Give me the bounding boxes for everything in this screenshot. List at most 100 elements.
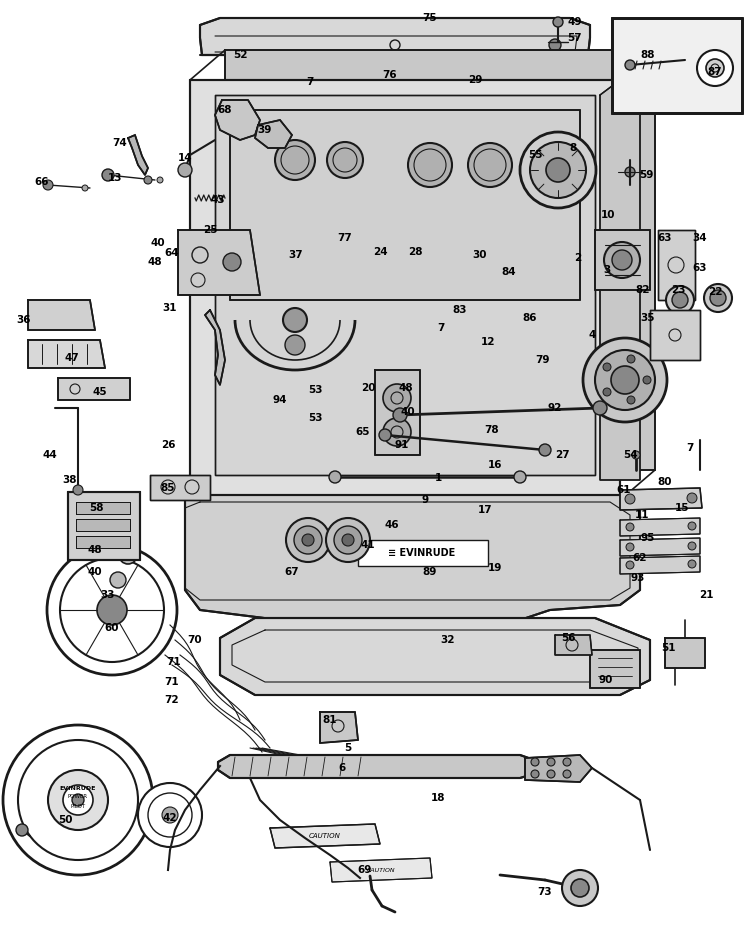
Text: EVINRUDE: EVINRUDE [60, 786, 96, 791]
Text: 40: 40 [400, 407, 416, 417]
Text: 81: 81 [322, 715, 338, 725]
Circle shape [468, 143, 512, 187]
Text: 42: 42 [163, 813, 177, 823]
Polygon shape [68, 492, 140, 560]
Circle shape [662, 322, 678, 338]
Polygon shape [76, 502, 130, 514]
Text: 76: 76 [382, 70, 398, 80]
Polygon shape [220, 618, 650, 695]
Text: 36: 36 [16, 315, 32, 325]
Text: 88: 88 [640, 50, 656, 60]
Text: 44: 44 [43, 450, 57, 460]
Polygon shape [76, 536, 130, 548]
Circle shape [514, 471, 526, 483]
Polygon shape [665, 638, 705, 668]
Circle shape [632, 451, 640, 459]
Circle shape [522, 144, 558, 180]
Text: 63: 63 [658, 233, 672, 243]
Text: 70: 70 [188, 635, 202, 645]
Circle shape [327, 142, 363, 178]
Text: 56: 56 [561, 633, 575, 643]
Text: 85: 85 [160, 483, 176, 493]
Circle shape [110, 572, 126, 588]
Circle shape [562, 870, 598, 906]
Circle shape [612, 250, 632, 270]
Polygon shape [330, 858, 432, 882]
Circle shape [16, 824, 28, 836]
Circle shape [285, 335, 305, 355]
Text: 75: 75 [423, 13, 437, 23]
Polygon shape [320, 712, 358, 743]
Circle shape [326, 518, 370, 562]
Circle shape [672, 292, 688, 308]
Polygon shape [255, 120, 292, 148]
Circle shape [539, 444, 551, 456]
Circle shape [603, 388, 611, 396]
Text: POWER: POWER [68, 794, 88, 799]
Circle shape [102, 169, 114, 181]
Circle shape [162, 807, 178, 823]
Circle shape [547, 758, 555, 766]
Text: 57: 57 [568, 33, 582, 43]
Text: 84: 84 [502, 267, 516, 277]
Text: 93: 93 [631, 573, 645, 583]
Circle shape [43, 180, 53, 190]
Circle shape [283, 308, 307, 332]
Polygon shape [128, 135, 148, 175]
Circle shape [47, 545, 177, 675]
Text: 95: 95 [640, 533, 656, 543]
Text: 91: 91 [394, 440, 410, 450]
Text: 73: 73 [538, 887, 552, 897]
Text: 53: 53 [308, 413, 322, 423]
Circle shape [627, 355, 635, 363]
Circle shape [379, 429, 391, 441]
Polygon shape [658, 230, 695, 300]
Text: 77: 77 [338, 233, 352, 243]
Text: 18: 18 [430, 793, 445, 803]
Circle shape [63, 785, 93, 815]
Circle shape [697, 50, 733, 86]
Text: 49: 49 [568, 17, 582, 27]
Text: 41: 41 [361, 540, 375, 550]
Circle shape [294, 526, 322, 554]
Text: 37: 37 [289, 250, 303, 260]
Polygon shape [375, 370, 420, 455]
Polygon shape [225, 50, 655, 470]
Text: 71: 71 [166, 657, 182, 667]
Circle shape [603, 363, 611, 371]
Circle shape [687, 493, 697, 503]
Circle shape [119, 546, 137, 564]
Text: 52: 52 [232, 50, 248, 60]
Polygon shape [620, 488, 702, 510]
Polygon shape [150, 475, 210, 500]
Circle shape [546, 158, 570, 182]
Circle shape [706, 59, 724, 77]
Circle shape [286, 518, 330, 562]
Circle shape [144, 176, 152, 184]
Polygon shape [58, 378, 130, 400]
Text: ≡ EVINRUDE: ≡ EVINRUDE [388, 548, 455, 558]
Circle shape [530, 142, 586, 198]
Text: 62: 62 [633, 553, 647, 563]
Polygon shape [555, 635, 592, 655]
Text: 47: 47 [64, 353, 80, 363]
Circle shape [625, 494, 635, 504]
Circle shape [666, 286, 694, 314]
Circle shape [627, 396, 635, 404]
Text: 87: 87 [708, 67, 722, 77]
Text: 11: 11 [634, 510, 650, 520]
Circle shape [626, 561, 634, 569]
Circle shape [688, 560, 696, 568]
Polygon shape [230, 110, 580, 300]
Text: 94: 94 [273, 395, 287, 405]
Text: 83: 83 [453, 305, 467, 315]
Text: 32: 32 [441, 635, 455, 645]
Text: 1: 1 [434, 473, 442, 483]
Circle shape [157, 177, 163, 183]
Text: 4: 4 [588, 330, 596, 340]
Circle shape [520, 132, 596, 208]
Circle shape [383, 384, 411, 412]
Text: CAUTION: CAUTION [309, 833, 341, 839]
Text: 34: 34 [693, 233, 707, 243]
Bar [358, 540, 488, 566]
